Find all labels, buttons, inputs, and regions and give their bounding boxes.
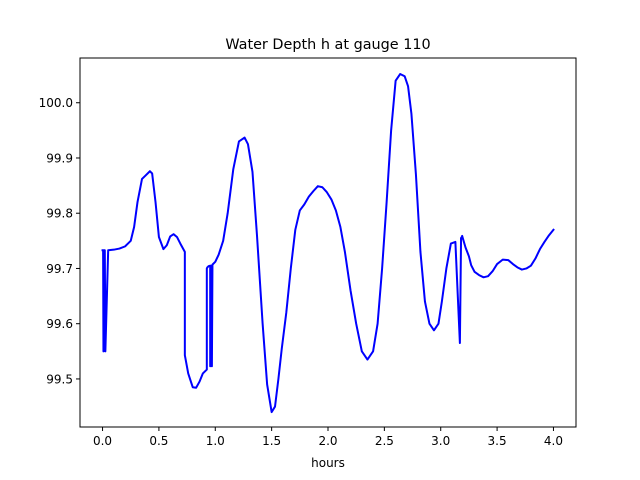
x-tick-label: 4.0: [544, 434, 563, 448]
y-tick-label: 99.7: [46, 262, 73, 276]
x-tick-label: 3.5: [488, 434, 507, 448]
x-axis: 0.0 0.5 1.0 1.5 2.0 2.5 3.0 3.5 4.0: [93, 427, 563, 448]
y-tick-label: 99.5: [46, 372, 73, 386]
chart-title: Water Depth h at gauge 110: [225, 37, 430, 53]
x-tick-label: 2.5: [375, 434, 394, 448]
y-tick-label: 99.9: [46, 151, 73, 165]
y-tick-label: 100.0: [39, 96, 73, 110]
x-tick-label: 0.5: [149, 434, 168, 448]
x-tick-label: 2.0: [318, 434, 337, 448]
x-tick-label: 1.5: [262, 434, 281, 448]
y-axis: 99.5 99.6 99.7 99.8 99.9 100.0: [39, 96, 80, 386]
y-tick-label: 99.6: [46, 317, 73, 331]
x-axis-label: hours: [311, 456, 345, 470]
series-line-0: [101, 73, 555, 414]
x-tick-label: 1.0: [206, 434, 225, 448]
y-tick-label: 99.8: [46, 207, 73, 221]
x-tick-label: 3.0: [431, 434, 450, 448]
x-tick-label: 0.0: [93, 434, 112, 448]
